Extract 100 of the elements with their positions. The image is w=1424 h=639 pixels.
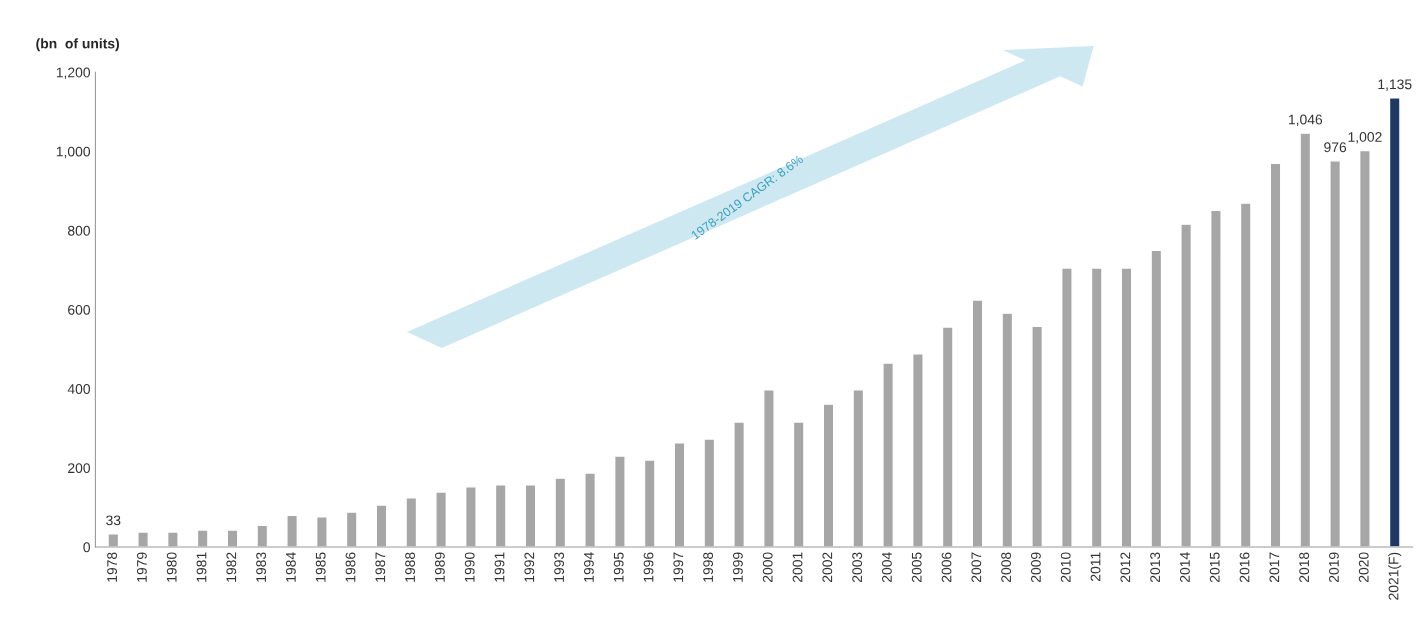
bar: [137, 531, 149, 547]
bar: [226, 529, 239, 547]
bar: [107, 533, 120, 547]
y-axis-title: (bn of units): [36, 38, 119, 52]
x-tick-label: 2000: [762, 552, 773, 583]
x-tick-label: 2017: [1269, 552, 1280, 583]
x-tick-label: 1984: [285, 552, 296, 582]
x-tick-label: 2007: [971, 552, 982, 583]
bar: [524, 484, 537, 547]
bar: [1239, 202, 1252, 547]
bar: [1031, 325, 1044, 547]
y-tick-label: 400: [67, 384, 91, 394]
bar: [882, 362, 895, 547]
data-label: 1,135: [1378, 79, 1412, 91]
x-tick-label: 1996: [643, 552, 654, 582]
x-tick-label: 1987: [375, 552, 386, 582]
x-tick-label: 1992: [524, 552, 535, 582]
x-tick-label: 2004: [882, 552, 892, 583]
y-tick-label: 800: [67, 225, 91, 236]
bar: [912, 353, 924, 547]
x-tick-label: 1983: [256, 552, 267, 582]
x-tick-label: 2003: [852, 552, 863, 583]
x-tick-label: 2013: [1150, 552, 1161, 583]
x-tick-label: 2021(F): [1388, 552, 1402, 600]
y-tick-label: 600: [68, 304, 91, 315]
x-tick-label: 1999: [733, 552, 743, 582]
x-tick-label: 1998: [703, 552, 714, 582]
x-tick-label: 1995: [613, 552, 624, 582]
x-tick-label: 1993: [554, 552, 565, 582]
bar: [822, 403, 835, 547]
bar: [971, 299, 984, 547]
x-tick-label: 2006: [941, 552, 952, 583]
bar: [256, 524, 269, 547]
x-tick-label: 1986: [345, 552, 356, 582]
x-tick-label: 2014: [1180, 552, 1190, 583]
bar: [494, 484, 507, 547]
x-tick-label: 2012: [1120, 552, 1131, 583]
bar: [1001, 312, 1014, 547]
x-tick-label: 2016: [1239, 552, 1250, 583]
y-tick-label: 1,200: [56, 67, 91, 80]
data-label: 1,002: [1348, 132, 1382, 144]
x-tick-label: 1989: [434, 552, 445, 582]
x-tick-label: 1990: [464, 552, 475, 582]
bar: [1120, 267, 1133, 547]
x-tick-label: 2015: [1209, 552, 1220, 583]
x-tick-label: 2018: [1299, 552, 1310, 583]
bar: [286, 514, 299, 547]
x-tick-label: 1985: [315, 552, 326, 582]
bar: [1388, 97, 1401, 547]
bar: [196, 529, 209, 547]
x-tick-label: 2011: [1090, 552, 1101, 582]
x-tick-label: 1991: [494, 552, 505, 582]
bar: [762, 389, 775, 547]
bar: [1061, 267, 1073, 547]
x-tick-label: 1978: [107, 552, 118, 582]
bar: [941, 326, 954, 547]
bar: [345, 511, 358, 547]
x-tick-label: 2001: [792, 552, 803, 583]
bar: [1210, 209, 1222, 547]
x-tick-label: 1988: [405, 552, 416, 582]
bar: [464, 486, 477, 547]
x-tick-label: 2002: [822, 552, 833, 583]
bar: [584, 472, 597, 547]
bar: [1329, 160, 1342, 547]
bar: [435, 491, 448, 547]
x-tick-label: 1997: [673, 552, 684, 582]
bar: [1299, 132, 1312, 547]
bar: [405, 497, 418, 547]
bar: [166, 531, 179, 547]
x-tick-label: 1980: [166, 552, 177, 582]
x-tick-label: 2019: [1329, 552, 1339, 583]
bar: [1090, 267, 1103, 547]
bar: [733, 421, 746, 547]
x-tick-label: 2010: [1060, 552, 1071, 583]
bar: [673, 442, 686, 547]
data-label: 1,046: [1289, 114, 1323, 127]
bar: [1150, 249, 1163, 547]
x-tick-label: 2009: [1031, 552, 1041, 583]
x-tick-label: 2008: [1001, 552, 1012, 583]
y-tick-label: 200: [68, 463, 91, 474]
bar: [1359, 149, 1371, 547]
data-label: 33: [106, 515, 121, 526]
bar: [643, 459, 656, 547]
x-tick-label: 2020: [1358, 552, 1369, 583]
y-tick-label: 1,000: [56, 146, 91, 159]
bar: [375, 504, 388, 547]
bar: [315, 516, 328, 547]
bar: [1269, 162, 1282, 547]
bar: [703, 438, 716, 547]
bar: [792, 421, 805, 547]
bar: [554, 477, 567, 547]
data-label: 976: [1324, 142, 1347, 153]
x-tick-label: 1982: [226, 552, 237, 582]
x-tick-label: 1979: [136, 552, 147, 582]
bar: [613, 455, 626, 547]
x-tick-label: 2005: [911, 552, 922, 583]
x-tick-label: 1994: [584, 552, 594, 582]
bar: [852, 389, 865, 547]
bar: [1180, 223, 1193, 547]
x-tick-label: 1981: [196, 552, 207, 582]
